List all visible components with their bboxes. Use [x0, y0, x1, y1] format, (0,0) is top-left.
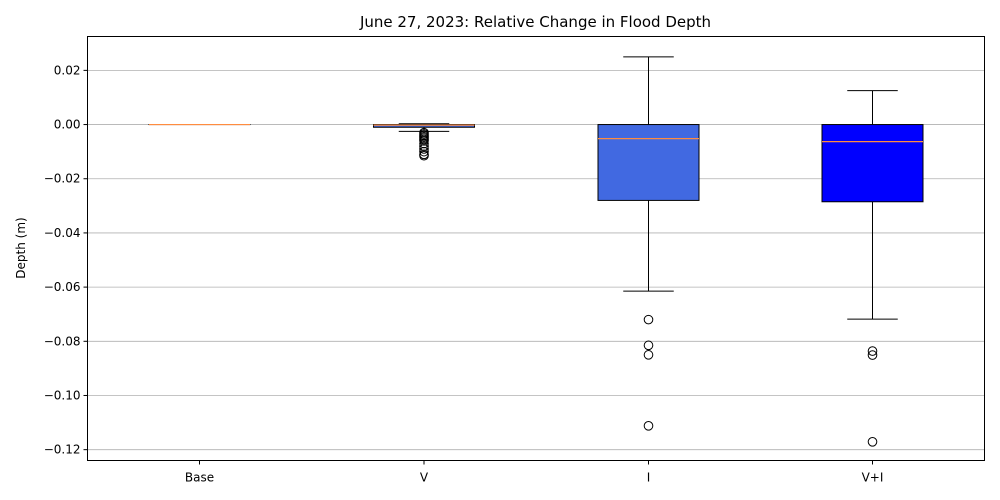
outlier-point: [419, 146, 429, 157]
outlier-point: [419, 150, 429, 161]
y-tick-label: −0.10: [44, 388, 81, 402]
outlier-point: [643, 314, 654, 325]
y-axis: 0.02 0.00 −0.02 −0.04 −0.06 −0.08 −0.10 −0.12: [44, 63, 88, 457]
chart-title: June 27, 2023: Relative Change in Flood …: [359, 13, 711, 31]
x-tick-label: Base: [185, 471, 214, 485]
plot-frame: [87, 36, 985, 461]
y-tick-label: −0.08: [44, 334, 81, 348]
y-tick-label: −0.04: [44, 226, 81, 240]
y-tick-label: −0.12: [44, 443, 81, 457]
box-v: [373, 123, 475, 161]
outlier-point: [867, 350, 878, 360]
box-i: [597, 56, 700, 431]
outlier-point: [643, 421, 654, 431]
outlier-point: [419, 144, 429, 154]
y-tick-label: 0.02: [54, 63, 81, 77]
outlier-point: [867, 346, 878, 356]
x-axis: Base V I V+I: [185, 460, 884, 485]
boxes-group: [148, 56, 924, 447]
outlier-point: [643, 340, 654, 351]
y-axis-label: Depth (m): [14, 217, 28, 278]
y-tick-label: −0.02: [44, 172, 81, 186]
x-tick-label: I: [647, 471, 651, 485]
outlier-point: [643, 350, 654, 360]
box-iqr: [597, 124, 700, 201]
box-v-i: [821, 90, 924, 447]
x-tick-label: V: [420, 471, 429, 485]
y-tick-label: 0.00: [54, 118, 81, 132]
box-iqr: [821, 124, 924, 203]
outlier-point: [867, 437, 878, 447]
x-tick-label: V+I: [862, 471, 884, 485]
y-tick-label: −0.06: [44, 280, 81, 294]
